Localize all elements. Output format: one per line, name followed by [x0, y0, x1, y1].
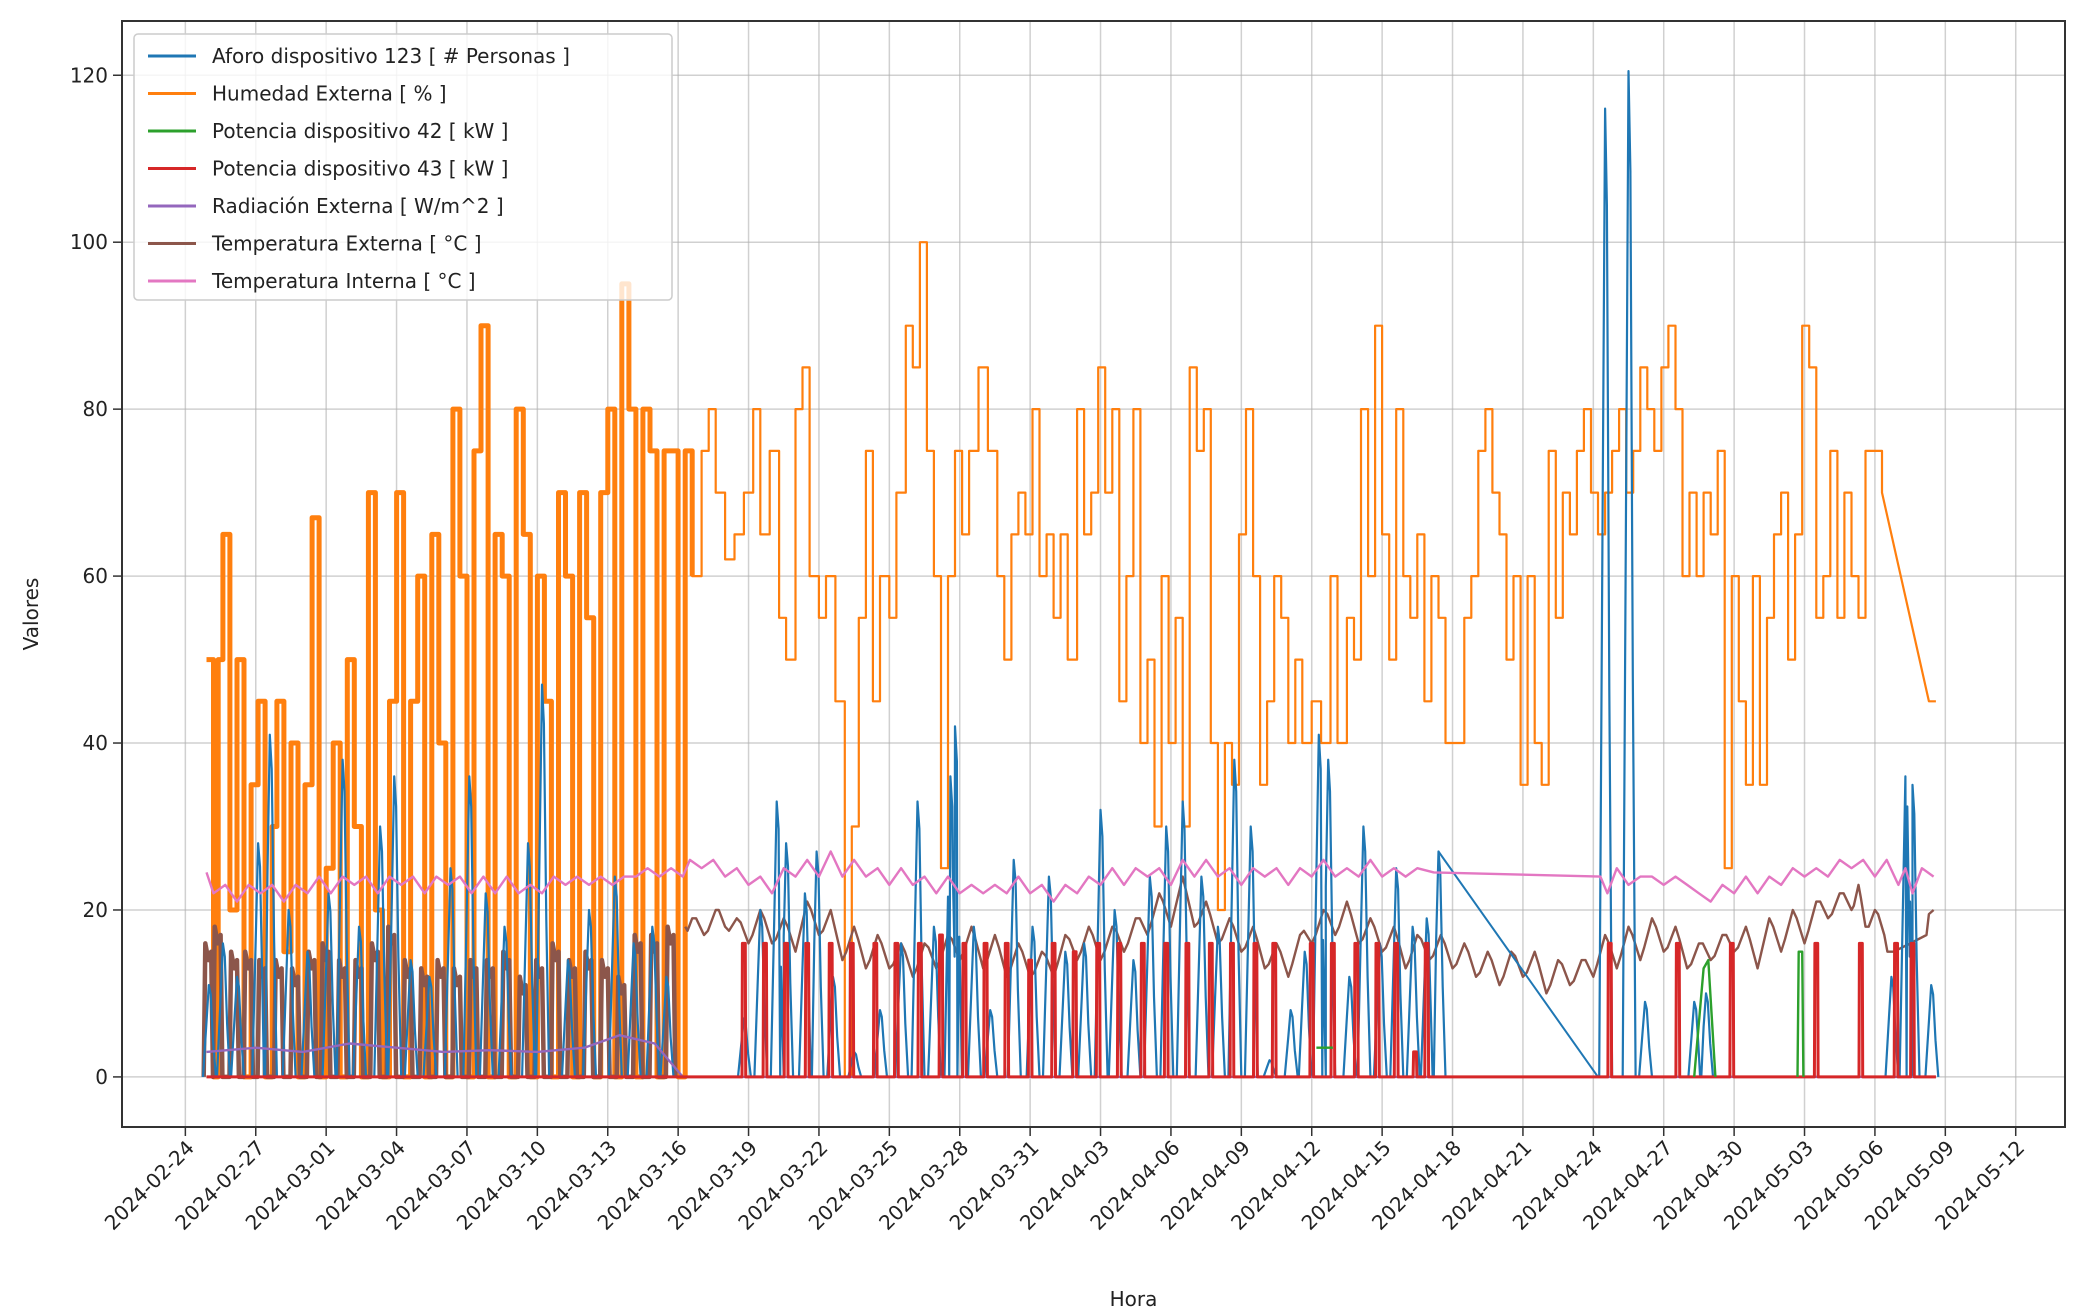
series-line-radiacion-externa — [206, 1034, 1936, 1079]
series-group — [201, 70, 1940, 1080]
legend-box — [133, 33, 673, 301]
y-tick-label: 20 — [83, 898, 108, 922]
legend-entry-label: Temperatura Externa [ °C ] — [211, 232, 482, 256]
y-tick-label: 100 — [70, 230, 108, 254]
series-line-temperatura-externa — [684, 875, 1935, 995]
y-tick-label: 80 — [83, 397, 108, 421]
axes-frame — [121, 20, 2066, 1128]
series-line-potencia-42 — [1693, 958, 1717, 1078]
legend-entry-label: Humedad Externa [ % ] — [212, 82, 447, 106]
y-tick-label: 0 — [95, 1065, 108, 1089]
series-line-aforo-ramp — [1437, 850, 1599, 1078]
series-line-potencia-43 — [206, 933, 1936, 1079]
series-line-humedad-externa-dense — [206, 281, 695, 1080]
legend-entry-label: Radiación Externa [ W/m^2 ] — [212, 194, 504, 218]
y-axis-label: Valores — [19, 578, 43, 651]
legend: Aforo dispositivo 123 [ # Personas ] Hume… — [133, 33, 673, 301]
plot-area — [201, 70, 1940, 1080]
legend-entry-label: Temperatura Interna [ °C ] — [211, 269, 476, 293]
series-line-potencia-42 — [1796, 950, 1805, 1077]
y-tick-label: 40 — [83, 731, 108, 755]
y-tick-label: 120 — [70, 63, 108, 87]
legend-entry-label: Potencia dispositivo 42 [ kW ] — [212, 119, 508, 143]
y-axis-ticks: 0 20 40 60 80 100 120 — [70, 63, 122, 1089]
legend-entry-label: Aforo dispositivo 123 [ # Personas ] — [212, 44, 570, 68]
y-tick-label: 60 — [83, 564, 108, 588]
legend-entry-label: Potencia dispositivo 43 [ kW ] — [212, 157, 508, 181]
series-line-humedad-externa — [691, 241, 1936, 1078]
x-axis-label: Hora — [1110, 1287, 1158, 1311]
series-line-temperatura-interna — [205, 850, 1935, 903]
